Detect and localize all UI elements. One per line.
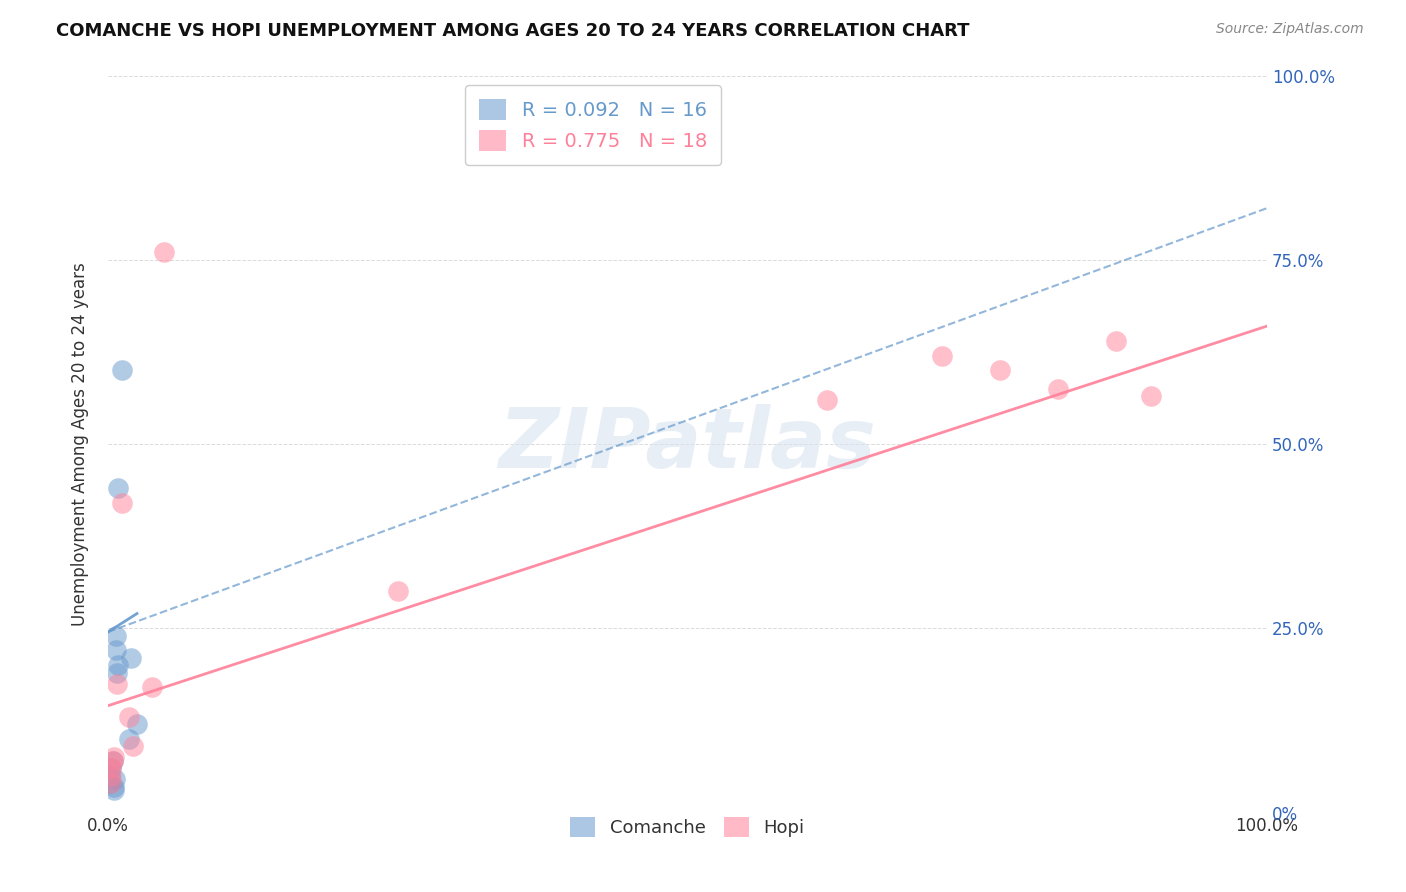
Point [125, 717, 148, 731]
Point [105, 676, 128, 690]
Text: Source: ZipAtlas.com: Source: ZipAtlas.com [1216, 22, 1364, 37]
Point [387, 584, 409, 599]
Point [100, 776, 122, 790]
Point [105, 665, 128, 680]
Point [111, 363, 134, 377]
Point [111, 496, 134, 510]
Point [103, 780, 125, 794]
Point [1105, 334, 1128, 348]
Point [98, 776, 121, 790]
Point [141, 680, 163, 694]
Point [815, 392, 838, 407]
Legend: Comanche, Hopi: Comanche, Hopi [562, 810, 811, 844]
Point [101, 754, 124, 768]
Point [931, 349, 953, 363]
Point [152, 245, 174, 260]
Point [103, 783, 125, 797]
Point [105, 629, 128, 643]
Point [122, 739, 145, 754]
Point [107, 658, 129, 673]
Point [107, 481, 129, 495]
Point [118, 710, 141, 724]
Point [104, 772, 127, 787]
Point [100, 761, 122, 775]
Text: COMANCHE VS HOPI UNEMPLOYMENT AMONG AGES 20 TO 24 YEARS CORRELATION CHART: COMANCHE VS HOPI UNEMPLOYMENT AMONG AGES… [56, 22, 970, 40]
Point [1047, 382, 1070, 396]
Point [105, 643, 128, 657]
Point [100, 769, 122, 783]
Point [120, 650, 142, 665]
Point [988, 363, 1011, 377]
Point [118, 731, 141, 746]
Point [100, 761, 122, 775]
Point [101, 754, 124, 768]
Point [98, 769, 121, 783]
Y-axis label: Unemployment Among Ages 20 to 24 years: Unemployment Among Ages 20 to 24 years [72, 262, 89, 626]
Point [103, 750, 125, 764]
Point [1140, 389, 1163, 403]
Text: ZIPatlas: ZIPatlas [499, 403, 876, 484]
